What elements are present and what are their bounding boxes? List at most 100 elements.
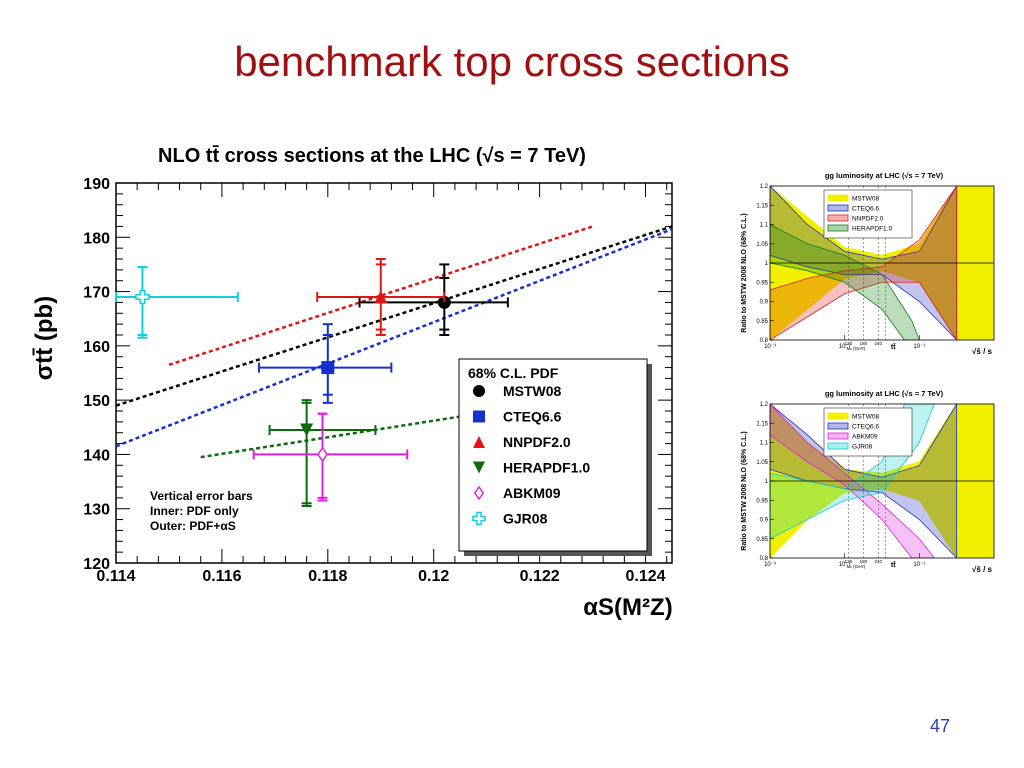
point-marker bbox=[135, 289, 150, 305]
legend-label: MSTW08 bbox=[503, 383, 562, 399]
lum-y-tick-label: 0.85 bbox=[756, 319, 768, 325]
lum-legend-swatch bbox=[827, 204, 849, 212]
luminosity-chart-top: gg luminosity at LHC (√s = 7 TeV) 0.8 0.85… bbox=[741, 171, 995, 356]
lum-legend-label: HERAPDF1.0 bbox=[852, 226, 892, 233]
point-marker bbox=[437, 295, 451, 309]
y-axis-label: σtt̄ (pb) bbox=[31, 296, 58, 380]
lum-x-label: √ŝ / s bbox=[972, 565, 993, 574]
data-point bbox=[316, 258, 446, 336]
x-tick-label: 0.118 bbox=[308, 568, 347, 585]
x-tick-label: 0.122 bbox=[520, 568, 560, 585]
note-box: Vertical error bars Inner: PDF only Oute… bbox=[150, 489, 253, 533]
legend-entry: ABKM09 bbox=[473, 485, 561, 501]
lum-y-tick-label: 0.95 bbox=[756, 280, 768, 286]
legend-entry: MSTW08 bbox=[473, 383, 562, 399]
x-tick-label: 0.12 bbox=[418, 568, 449, 585]
trend-line bbox=[200, 407, 514, 459]
legend-entry: HERAPDF1.0 bbox=[473, 460, 590, 476]
lum-y-tick-label: 1.15 bbox=[756, 421, 768, 427]
lum-marker-label: 120 bbox=[845, 341, 853, 346]
legend-entry: CTEQ6.6 bbox=[473, 409, 562, 425]
legend-box bbox=[458, 358, 648, 552]
note-line-2: Inner: PDF only bbox=[150, 504, 239, 518]
axis-ticks: 120 130 140 150 160 170 180 190 0.114 0.116 0.118 0… bbox=[83, 176, 672, 585]
trend-line bbox=[115, 227, 673, 448]
lum-y-tick-label: 1 bbox=[765, 261, 769, 267]
point-marker bbox=[473, 485, 485, 501]
note-line-3: Outer: PDF+αS bbox=[150, 519, 236, 533]
lum-x-tick-label: 10⁻³ bbox=[764, 562, 776, 568]
legend-title: 68% C.L. PDF bbox=[468, 365, 559, 381]
x-tick-label: 0.114 bbox=[96, 568, 135, 585]
lum-legend: MSTW08 CTEQ6.6 ABKM09 GJR08 bbox=[823, 407, 913, 457]
lum-y-tick-label: 0.9 bbox=[760, 300, 769, 306]
lum-y-label: Ratio to MSTW 2008 NLO (68% C.L.) bbox=[741, 213, 748, 332]
legend-label: ABKM09 bbox=[503, 485, 561, 501]
point-marker bbox=[473, 385, 485, 397]
lum-band bbox=[770, 224, 920, 340]
y-axis-title: σtt̄ (pb) bbox=[31, 296, 58, 380]
lum-legend-label: MSTW08 bbox=[852, 414, 879, 421]
point-marker bbox=[374, 290, 388, 304]
legend-entry: NNPDF2.0 bbox=[473, 434, 571, 450]
data-point bbox=[252, 412, 409, 502]
lum-x-label: √ŝ / s bbox=[972, 347, 993, 356]
legend-entry: GJR08 bbox=[472, 511, 548, 527]
lum-y-tick-label: 0.9 bbox=[760, 518, 769, 524]
legend: 68% C.L. PDF MSTW08 CTEQ6.6 NNPDF2.0 HERAPD… bbox=[458, 358, 652, 556]
lum-marker-label: Mₕ (GeV) bbox=[846, 346, 865, 351]
lum-marker-label: 180 bbox=[860, 341, 868, 346]
trend-line bbox=[115, 225, 673, 407]
y-tick-label: 130 bbox=[83, 502, 110, 519]
x-tick-label: 0.116 bbox=[202, 568, 241, 585]
lum-y-tick-label: 1.2 bbox=[760, 402, 769, 408]
lum-legend-label: ABKM09 bbox=[852, 434, 878, 441]
point-marker bbox=[321, 361, 335, 375]
lum-legend-label: NNPDF2.0 bbox=[852, 216, 884, 223]
lum-y-tick-label: 1.1 bbox=[760, 441, 769, 447]
chart-title: NLO tt̄ cross sections at the LHC (√s = … bbox=[158, 145, 586, 167]
lum-legend: MSTW08 CTEQ6.6 NNPDF2.0 HERAPDF1.0 bbox=[823, 189, 913, 239]
lum-y-tick-label: 1.2 bbox=[760, 184, 769, 190]
x-tick-label: 0.124 bbox=[626, 568, 666, 585]
lum-marker-label: 180 bbox=[860, 559, 868, 564]
lum-legend-swatch bbox=[827, 422, 849, 430]
lum-legend-swatch bbox=[827, 412, 849, 420]
lum-legend-label: MSTW08 bbox=[852, 196, 879, 203]
lum-title: gg luminosity at LHC (√s = 7 TeV) bbox=[825, 171, 944, 180]
point-marker bbox=[473, 436, 485, 448]
luminosity-chart-bottom: gg luminosity at LHC (√s = 7 TeV) 0.8 0.85… bbox=[741, 389, 995, 574]
trend-lines bbox=[115, 225, 673, 459]
x-axis-label: αS(M²Z) bbox=[583, 594, 672, 621]
lum-y-tick-label: 1.05 bbox=[756, 460, 768, 466]
lum-x-tick-label: 10⁻³ bbox=[764, 344, 776, 350]
lum-y-tick-label: 0.85 bbox=[756, 537, 768, 543]
lum-marker-label: tt̄ bbox=[891, 342, 896, 351]
y-tick-label: 140 bbox=[83, 447, 110, 464]
point-marker bbox=[473, 410, 485, 423]
lum-y-tick-label: 1.15 bbox=[756, 203, 768, 209]
lum-y-tick-label: 1.05 bbox=[756, 242, 768, 248]
lum-y-tick-label: 0.8 bbox=[760, 338, 769, 344]
lum-x-tick-label: 10⁻² bbox=[839, 562, 851, 568]
note-line-1: Vertical error bars bbox=[150, 489, 253, 503]
trend-line bbox=[168, 225, 593, 367]
page-number: 47 bbox=[930, 716, 951, 736]
lum-marker-label: 240 bbox=[875, 559, 883, 564]
legend-label: CTEQ6.6 bbox=[503, 409, 562, 425]
lum-y-label: Ratio to MSTW 2008 NLO (68% C.L.) bbox=[741, 431, 748, 550]
y-tick-label: 120 bbox=[83, 556, 110, 573]
main-chart: NLO tt̄ cross sections at the LHC (√s = … bbox=[31, 145, 673, 621]
lum-legend-label: CTEQ6.6 bbox=[852, 206, 879, 213]
lum-legend-label: GJR08 bbox=[852, 444, 873, 451]
lum-x-tick-label: 10⁻¹ bbox=[913, 344, 925, 350]
lum-legend-swatch bbox=[827, 194, 849, 202]
lum-y-tick-label: 1 bbox=[765, 479, 769, 485]
y-tick-label: 190 bbox=[83, 176, 110, 193]
lum-marker-label: 120 bbox=[845, 559, 853, 564]
lum-y-tick-label: 0.95 bbox=[756, 498, 768, 504]
y-tick-label: 160 bbox=[83, 339, 110, 356]
point-marker bbox=[472, 511, 486, 526]
point-marker bbox=[317, 446, 328, 463]
legend-label: HERAPDF1.0 bbox=[503, 460, 590, 476]
